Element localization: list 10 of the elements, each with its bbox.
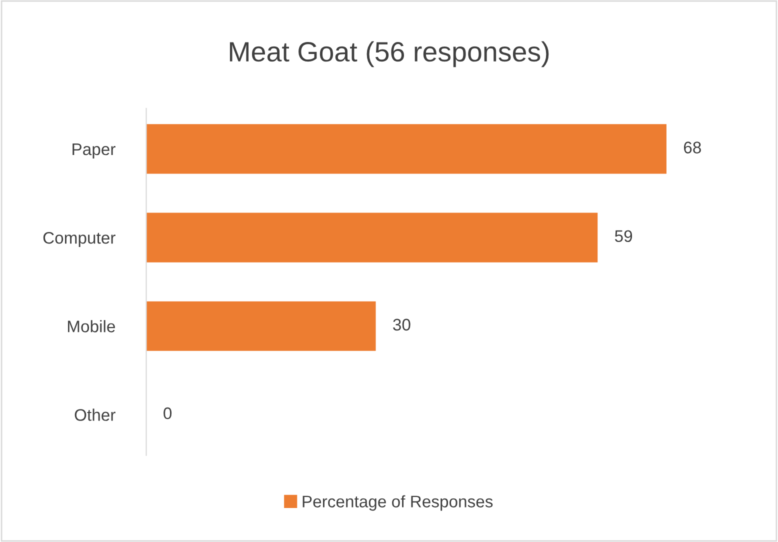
- data-label: 68: [684, 142, 701, 154]
- chart-title: Meat Goat (56 responses): [230, 41, 549, 68]
- y-tick-label: Computer: [43, 232, 116, 248]
- y-tick-label: Mobile: [68, 320, 115, 332]
- legend-label: Percentage of Responses: [302, 495, 493, 511]
- data-label: 59: [614, 230, 632, 242]
- data-label: 0: [164, 407, 172, 420]
- data-label: 30: [393, 318, 410, 331]
- y-tick-label: Other: [74, 408, 116, 421]
- y-tick-label: Paper: [72, 144, 116, 158]
